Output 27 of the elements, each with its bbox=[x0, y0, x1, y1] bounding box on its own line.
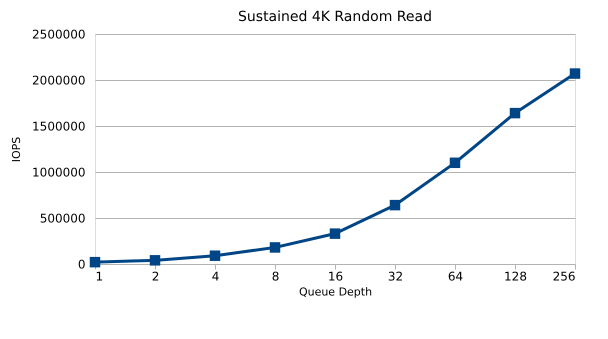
x-tick-label: 8 bbox=[272, 270, 280, 284]
x-tick-label: 4 bbox=[212, 270, 220, 284]
x-axis-title: Queue Depth bbox=[298, 286, 372, 298]
point bbox=[330, 228, 340, 239]
y-tick-label: 500000 bbox=[40, 212, 86, 226]
x-tick-label: 128 bbox=[504, 270, 527, 284]
x-tick-label: 256 bbox=[552, 270, 576, 284]
point bbox=[90, 256, 100, 268]
point bbox=[570, 68, 580, 79]
x-tick-label: 2 bbox=[152, 270, 160, 284]
y-tick-label: 1500000 bbox=[32, 120, 86, 134]
point bbox=[450, 158, 460, 168]
point bbox=[390, 200, 400, 210]
y-axis-title: IOPS bbox=[10, 136, 24, 162]
x-tick-label: 1 bbox=[96, 270, 104, 284]
point bbox=[510, 108, 520, 118]
x-tick-label: 64 bbox=[448, 270, 464, 284]
y-tick-label: 2000000 bbox=[32, 74, 86, 88]
point bbox=[150, 255, 160, 266]
point bbox=[210, 250, 220, 261]
point bbox=[270, 242, 280, 253]
x-tick-label: 16 bbox=[328, 270, 344, 284]
chart-title: Sustained 4K Random Read bbox=[238, 9, 432, 25]
y-tick-label: 0 bbox=[78, 258, 86, 272]
y-tick-label: 2500000 bbox=[32, 28, 86, 42]
y-tick-label: 1000000 bbox=[32, 166, 86, 180]
x-tick-label: 32 bbox=[388, 270, 404, 284]
